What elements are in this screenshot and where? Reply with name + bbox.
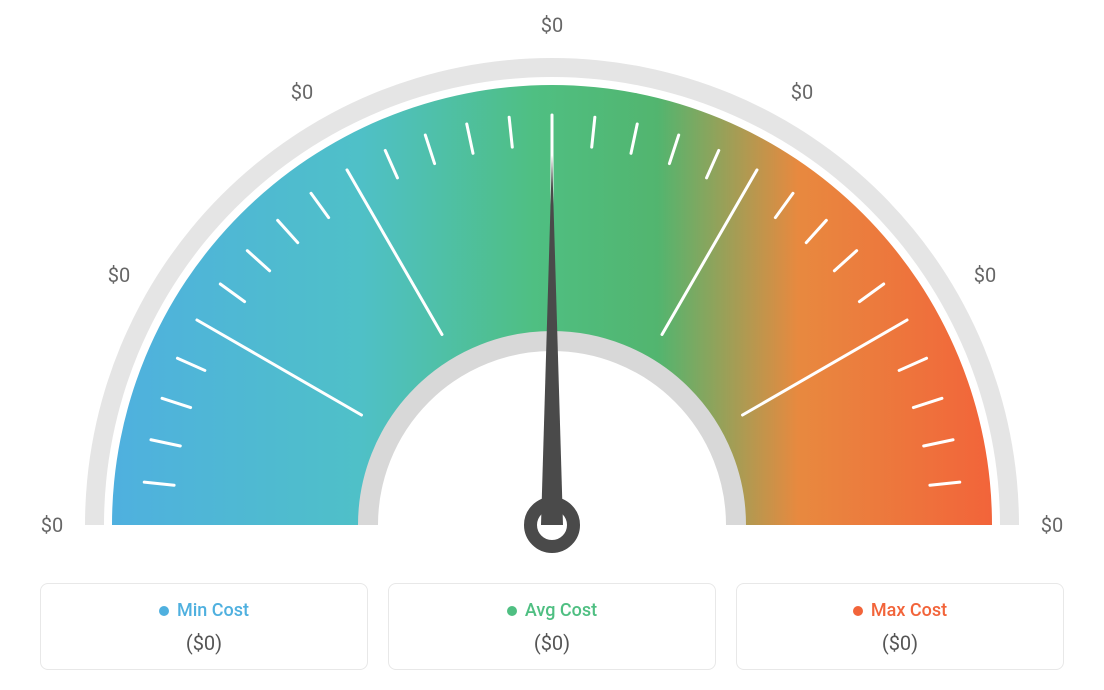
- legend-min-value: ($0): [53, 631, 355, 655]
- legend-avg-title: Avg Cost: [507, 600, 597, 621]
- gauge-tick-label: $0: [791, 80, 813, 104]
- legend-min-cost: Min Cost ($0): [40, 583, 368, 670]
- gauge-chart: $0 $0 $0 $0 $0 $0 $0: [0, 0, 1104, 560]
- gauge-svg: [0, 0, 1104, 560]
- gauge-tick-label: $0: [1041, 513, 1063, 537]
- gauge-tick-label: $0: [291, 80, 313, 104]
- dot-icon: [507, 606, 517, 616]
- legend-min-label: Min Cost: [177, 600, 249, 621]
- gauge-tick-label: $0: [108, 263, 130, 287]
- legend-max-value: ($0): [749, 631, 1051, 655]
- legend-max-title: Max Cost: [853, 600, 947, 621]
- legend-avg-value: ($0): [401, 631, 703, 655]
- gauge-tick-label: $0: [541, 13, 563, 37]
- legend-max-cost: Max Cost ($0): [736, 583, 1064, 670]
- legend-max-label: Max Cost: [871, 600, 947, 621]
- gauge-tick-label: $0: [41, 513, 63, 537]
- legend-row: Min Cost ($0) Avg Cost ($0) Max Cost ($0…: [40, 583, 1064, 670]
- dot-icon: [853, 606, 863, 616]
- gauge-tick-label: $0: [974, 263, 996, 287]
- dot-icon: [159, 606, 169, 616]
- legend-avg-label: Avg Cost: [525, 600, 597, 621]
- legend-min-title: Min Cost: [159, 600, 249, 621]
- legend-avg-cost: Avg Cost ($0): [388, 583, 716, 670]
